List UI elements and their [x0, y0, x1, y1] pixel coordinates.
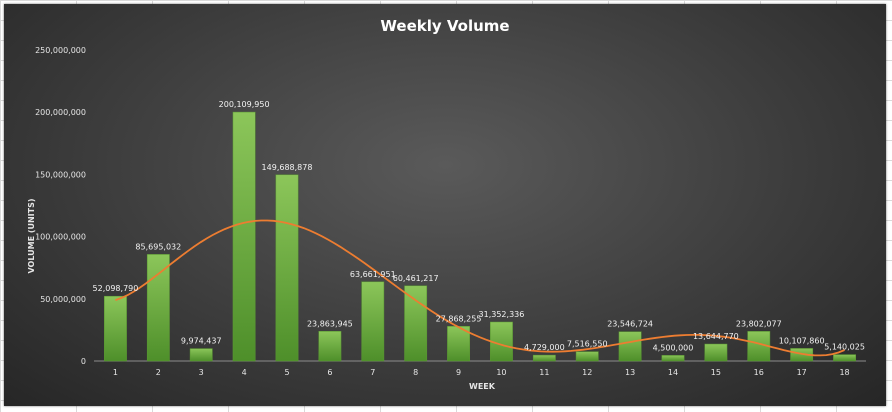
- y-tick-label: 200,000,000: [35, 108, 86, 117]
- x-tick-label: 3: [199, 368, 204, 377]
- x-tick-label: 17: [797, 368, 807, 377]
- data-label: 13,644,770: [693, 332, 739, 341]
- x-tick-label: 18: [839, 368, 849, 377]
- data-label: 52,098,790: [93, 284, 139, 293]
- x-tick-label: 11: [539, 368, 549, 377]
- x-axis-title: WEEK: [469, 382, 496, 391]
- data-label: 200,109,950: [219, 100, 270, 109]
- bar-week-1[interactable]: [104, 295, 127, 362]
- bar-week-18[interactable]: [833, 354, 856, 362]
- y-tick-label: 250,000,000: [35, 46, 86, 55]
- weekly-volume-chart: Weekly Volume VOLUME (UNITS) WEEK 0 50,00…: [27, 17, 866, 391]
- x-tick-label: 10: [496, 368, 506, 377]
- bar-week-14[interactable]: [661, 355, 685, 362]
- y-tick-label: 150,000,000: [35, 170, 86, 179]
- x-tick-label: 8: [413, 368, 418, 377]
- bar-week-7[interactable]: [361, 281, 385, 362]
- x-tick-label: 16: [754, 368, 764, 377]
- x-tick-label: 6: [327, 368, 332, 377]
- data-label: 31,352,336: [479, 310, 525, 319]
- bar-week-5[interactable]: [275, 174, 299, 362]
- y-axis-title: VOLUME (UNITS): [27, 198, 36, 273]
- chart-area[interactable]: Weekly Volume VOLUME (UNITS) WEEK 0 50,00…: [4, 4, 886, 406]
- data-label: 149,688,878: [262, 163, 313, 172]
- bar-week-8[interactable]: [404, 285, 428, 362]
- data-label: 5,140,025: [824, 343, 865, 352]
- x-tick-label: 4: [242, 368, 247, 377]
- bar-week-6[interactable]: [318, 331, 342, 362]
- y-tick-label: 100,000,000: [35, 233, 86, 242]
- x-tick-label: 5: [284, 368, 289, 377]
- bar-week-2[interactable]: [146, 254, 170, 362]
- x-tick-label: 2: [156, 368, 161, 377]
- x-tick-label: 9: [456, 368, 461, 377]
- trendline: [115, 219, 845, 357]
- x-tick-label: 7: [370, 368, 375, 377]
- bar-week-4[interactable]: [232, 111, 256, 362]
- x-tick-label: 13: [625, 368, 635, 377]
- chart-title: Weekly Volume: [380, 17, 509, 35]
- y-tick-label: 0: [81, 357, 86, 366]
- data-label: 4,729,000: [524, 343, 565, 352]
- data-label: 23,546,724: [607, 320, 653, 329]
- x-tick-label: 14: [668, 368, 678, 377]
- x-tick-label: 15: [711, 368, 721, 377]
- data-label: 10,107,860: [779, 336, 825, 345]
- bar-week-3[interactable]: [189, 348, 213, 362]
- data-label: 27,868,255: [436, 314, 482, 323]
- data-label: 9,974,437: [181, 337, 222, 346]
- data-label: 85,695,032: [135, 242, 181, 251]
- y-tick-label: 50,000,000: [40, 295, 86, 304]
- data-label: 23,863,945: [307, 319, 353, 328]
- x-tick-label: 1: [113, 368, 118, 377]
- bar-week-12[interactable]: [575, 351, 599, 362]
- bar-week-15[interactable]: [704, 343, 728, 362]
- data-label: 60,461,217: [393, 274, 439, 283]
- data-label: 7,516,550: [567, 340, 608, 349]
- x-tick-label: 12: [582, 368, 592, 377]
- data-label: 4,500,000: [653, 343, 694, 352]
- data-label: 63,661,951: [350, 270, 396, 279]
- bar-week-11[interactable]: [532, 354, 556, 362]
- data-label: 23,802,077: [736, 319, 782, 328]
- bar-week-13[interactable]: [618, 331, 642, 362]
